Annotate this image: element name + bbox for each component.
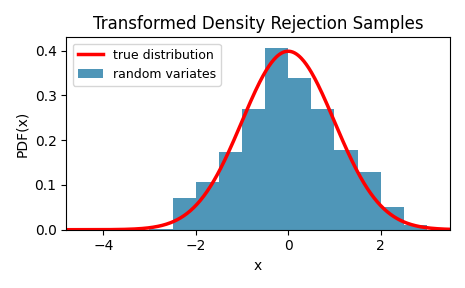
Bar — [242, 109, 265, 230]
Bar — [288, 77, 311, 230]
true distribution — [303, 62, 308, 65]
Title: Transformed Density Rejection Samples: Transformed Density Rejection Samples — [93, 15, 424, 33]
Bar — [358, 172, 381, 230]
Bar — [149, 229, 173, 230]
Bar — [404, 225, 427, 230]
Bar — [219, 152, 242, 230]
Bar — [265, 48, 288, 230]
Legend: true distribution, random variates: true distribution, random variates — [73, 43, 221, 86]
true distribution — [396, 218, 402, 221]
Bar — [311, 109, 334, 230]
X-axis label: x: x — [254, 259, 262, 273]
true distribution — [285, 50, 291, 53]
Line: true distribution: true distribution — [57, 51, 465, 230]
Bar — [381, 207, 404, 230]
true distribution — [54, 228, 60, 232]
Bar — [196, 182, 219, 230]
true distribution — [254, 86, 260, 89]
true distribution — [279, 51, 285, 54]
true distribution — [461, 228, 465, 231]
Bar — [334, 150, 358, 230]
Bar — [173, 198, 196, 230]
Y-axis label: PDF(x): PDF(x) — [15, 110, 29, 157]
true distribution — [252, 91, 258, 94]
